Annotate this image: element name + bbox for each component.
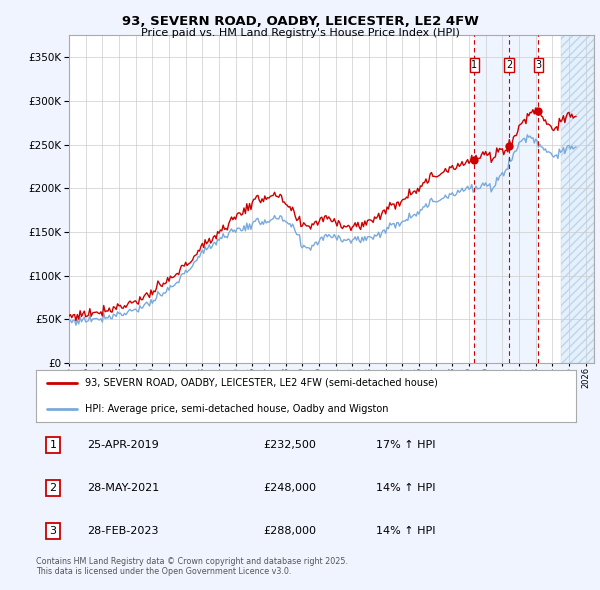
Text: 14% ↑ HPI: 14% ↑ HPI (376, 526, 436, 536)
Text: 28-MAY-2021: 28-MAY-2021 (88, 483, 160, 493)
Text: 2: 2 (49, 483, 56, 493)
Text: £288,000: £288,000 (263, 526, 316, 536)
Bar (560, 35, 594, 363)
Text: 2: 2 (506, 60, 512, 70)
Text: 14% ↑ HPI: 14% ↑ HPI (376, 483, 436, 493)
Text: HPI: Average price, semi-detached house, Oadby and Wigston: HPI: Average price, semi-detached house,… (85, 404, 388, 414)
Text: £248,000: £248,000 (263, 483, 316, 493)
Text: 17% ↑ HPI: 17% ↑ HPI (376, 440, 436, 450)
Text: £232,500: £232,500 (263, 440, 316, 450)
Text: Price paid vs. HM Land Registry's House Price Index (HPI): Price paid vs. HM Land Registry's House … (140, 28, 460, 38)
Text: Contains HM Land Registry data © Crown copyright and database right 2025.
This d: Contains HM Land Registry data © Crown c… (36, 557, 348, 576)
Text: 25-APR-2019: 25-APR-2019 (88, 440, 159, 450)
Text: 93, SEVERN ROAD, OADBY, LEICESTER, LE2 4FW: 93, SEVERN ROAD, OADBY, LEICESTER, LE2 4… (122, 15, 478, 28)
Text: 1: 1 (471, 60, 478, 70)
Text: 28-FEB-2023: 28-FEB-2023 (88, 526, 159, 536)
Text: 3: 3 (535, 60, 541, 70)
Text: 93, SEVERN ROAD, OADBY, LEICESTER, LE2 4FW (semi-detached house): 93, SEVERN ROAD, OADBY, LEICESTER, LE2 4… (85, 378, 437, 388)
Text: 1: 1 (49, 440, 56, 450)
Bar (560, 35, 594, 363)
Text: 3: 3 (49, 526, 56, 536)
Bar (475, 35, 538, 363)
